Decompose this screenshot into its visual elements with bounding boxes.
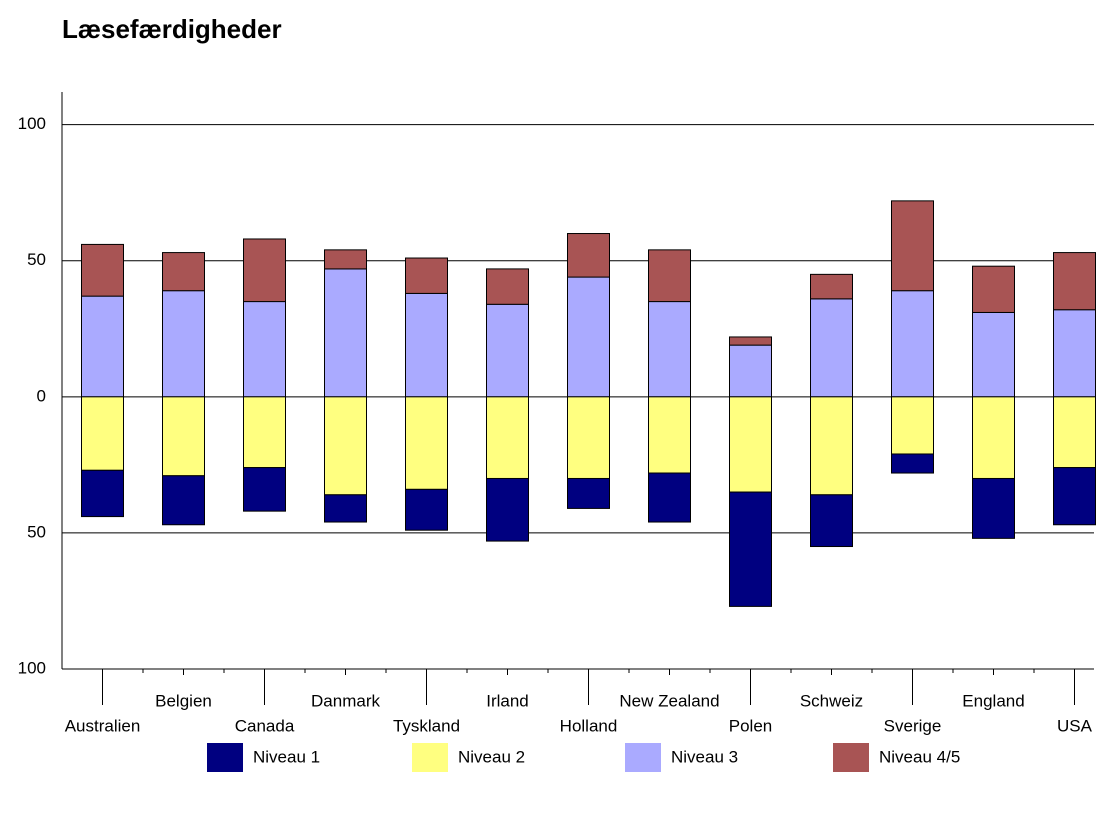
x-tick-label: Canada xyxy=(235,716,295,735)
y-tick-label: 50 xyxy=(27,250,46,269)
bar-segment xyxy=(648,301,691,398)
bar-segment xyxy=(567,477,610,509)
bar-segment xyxy=(486,303,529,398)
bar-segment xyxy=(162,396,205,477)
bar-segment xyxy=(162,252,205,292)
bar-segment xyxy=(405,292,448,398)
bar-segment xyxy=(729,491,772,607)
y-tick-label: 100 xyxy=(18,658,46,677)
bar-segment xyxy=(486,477,529,542)
bar-segment xyxy=(648,249,691,303)
bar-segment xyxy=(324,249,367,270)
bar-segment xyxy=(162,290,205,398)
bar-segment xyxy=(810,396,853,496)
bar-segment xyxy=(243,467,286,512)
x-tick-label: Irland xyxy=(486,691,529,710)
bar-segment xyxy=(648,472,691,523)
bar-segment xyxy=(567,276,610,398)
x-tick-label: Australien xyxy=(65,716,141,735)
bar-segment xyxy=(1053,396,1096,469)
legend-swatch xyxy=(833,743,869,772)
bar-segment xyxy=(891,396,934,455)
bar-segment xyxy=(567,396,610,479)
chart-title: Læsefærdigheder xyxy=(62,14,282,44)
bar-segment xyxy=(891,200,934,292)
bar-segment xyxy=(567,233,610,278)
bar-segment xyxy=(405,488,448,531)
bar-segment xyxy=(972,265,1015,313)
legend-label: Niveau 2 xyxy=(458,747,525,766)
bar-segment xyxy=(243,238,286,303)
bar-segment xyxy=(81,243,124,297)
bar-segment xyxy=(243,396,286,469)
legend-label: Niveau 3 xyxy=(671,747,738,766)
x-tick-label: USA xyxy=(1057,716,1093,735)
bar-segment xyxy=(405,257,448,294)
x-tick-label: Polen xyxy=(729,716,772,735)
bar-segment xyxy=(972,311,1015,398)
y-tick-label: 100 xyxy=(18,114,46,133)
bar-segment xyxy=(486,268,529,305)
legend-label: Niveau 4/5 xyxy=(879,747,960,766)
bar-segment xyxy=(891,290,934,398)
y-tick-label: 0 xyxy=(37,386,46,405)
x-tick-label: Schweiz xyxy=(800,691,863,710)
bar-segment xyxy=(810,494,853,548)
bar-segment xyxy=(648,396,691,474)
bar-segment xyxy=(810,298,853,398)
legend-swatch xyxy=(625,743,661,772)
bar-segment xyxy=(1053,467,1096,526)
x-tick-label: Danmark xyxy=(311,691,380,710)
y-tick-label: 50 xyxy=(27,522,46,541)
x-tick-label: Belgien xyxy=(155,691,212,710)
bar-segment xyxy=(81,469,124,518)
bar-segment xyxy=(162,475,205,526)
bar-segment xyxy=(729,336,772,346)
bar-segment xyxy=(324,396,367,496)
x-tick-label: England xyxy=(962,691,1024,710)
bar-segment xyxy=(972,477,1015,539)
bar-segment xyxy=(81,396,124,471)
bar-segment xyxy=(810,273,853,300)
bar-segment xyxy=(324,494,367,523)
bar-segment xyxy=(486,396,529,479)
bar-segment xyxy=(729,344,772,398)
x-tick-label: New Zealand xyxy=(619,691,719,710)
bar-segment xyxy=(972,396,1015,479)
x-tick-label: Tyskland xyxy=(393,716,460,735)
bar-segment xyxy=(1053,309,1096,398)
bar-segment xyxy=(324,268,367,398)
legend-swatch xyxy=(412,743,448,772)
legend-label: Niveau 1 xyxy=(253,747,320,766)
bar-segment xyxy=(891,453,934,474)
bar-segment xyxy=(243,301,286,398)
bar-segment xyxy=(81,295,124,398)
bar-segment xyxy=(1053,252,1096,311)
bar-segment xyxy=(405,396,448,490)
x-tick-label: Holland xyxy=(560,716,618,735)
legend-swatch xyxy=(207,743,243,772)
x-tick-label: Sverige xyxy=(884,716,942,735)
bar-segment xyxy=(729,396,772,493)
